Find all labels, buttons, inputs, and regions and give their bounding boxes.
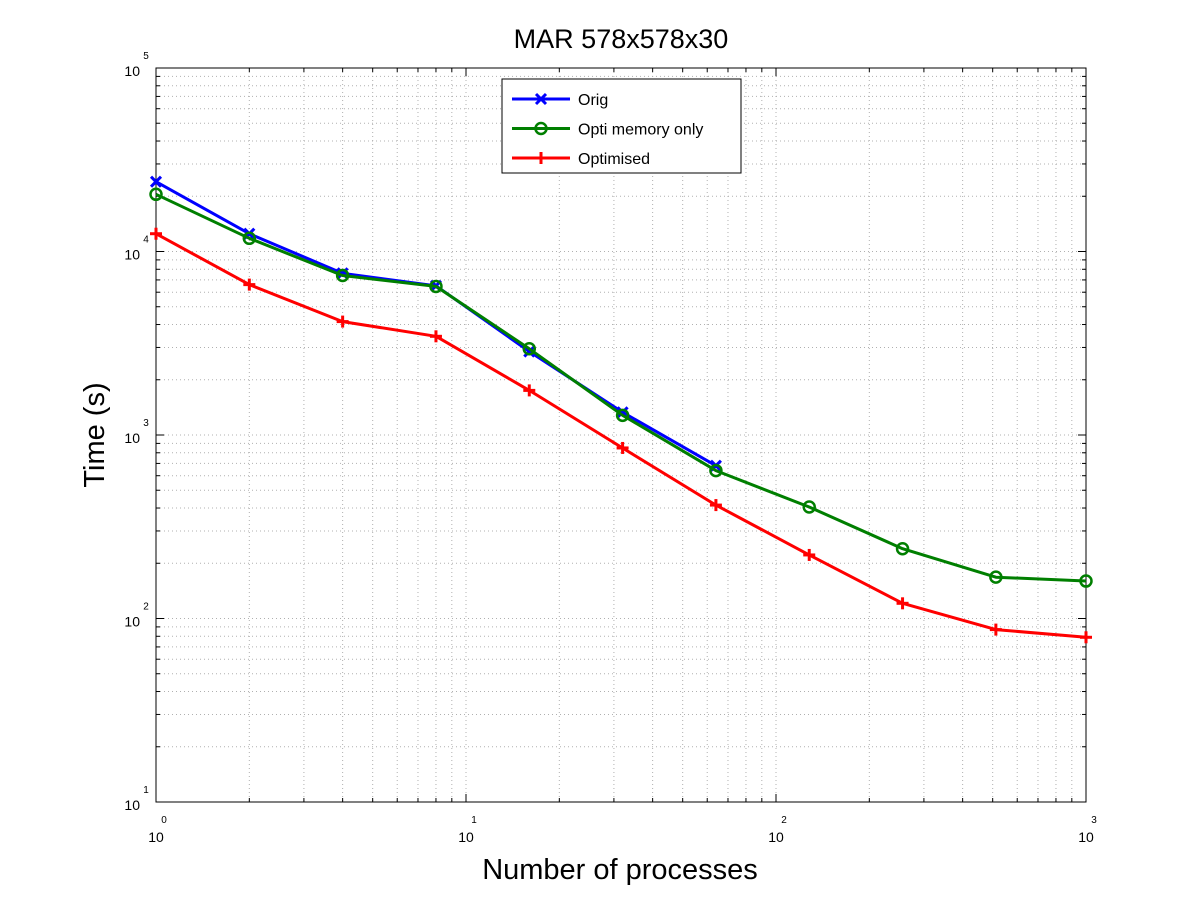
x-tick-exponent: 1: [471, 815, 477, 826]
data-point-opti-memory-only: [989, 570, 1003, 584]
y-tick-label: 101: [124, 785, 149, 813]
grid: [156, 68, 1086, 802]
data-point-opti-memory-only: [429, 279, 443, 294]
legend-item-optimised: Optimised: [512, 151, 650, 168]
x-axis-label: Number of processes: [482, 854, 758, 886]
x-tick-label: 102: [768, 815, 787, 845]
legend: Orig Opti memory only Optimised: [501, 78, 742, 174]
data-point-optimised: [150, 227, 162, 240]
data-point-optimised: [1080, 631, 1092, 644]
y-tick-base: 10: [124, 63, 140, 79]
chart-title: MAR 578x578x30: [514, 24, 729, 54]
data-point-opti-memory-only: [802, 500, 816, 514]
legend-label-orig: Orig: [578, 92, 608, 109]
x-tick-base: 10: [1078, 829, 1094, 845]
x-tick-exponent: 2: [781, 815, 787, 826]
data-point-opti-memory-only: [149, 187, 163, 202]
data-point-optimised: [616, 441, 629, 454]
legend-item-orig: Orig: [512, 92, 608, 109]
y-tick-base: 10: [124, 797, 140, 813]
y-tick-base: 10: [124, 430, 140, 446]
legend-item-opti-memory-only: Opti memory only: [512, 122, 703, 139]
x-tick-label: 101: [458, 815, 477, 845]
data-point-orig-stroke: [616, 406, 629, 419]
series-optimised: [150, 227, 1092, 644]
data-point-optimised: [896, 597, 909, 610]
x-tick-base: 10: [768, 829, 784, 845]
x-tick-label: 103: [1078, 815, 1097, 845]
series-line-opti-memory-only: [155, 192, 1087, 583]
data-point-orig-stroke: [149, 175, 163, 188]
x-tick-exponent: 0: [161, 815, 167, 826]
data-point-optimised: [989, 623, 1002, 636]
series-opti-memory-only: [149, 187, 1093, 588]
data-point-opti-memory-only: [1079, 574, 1093, 588]
x-tick-exponent: 3: [1091, 815, 1097, 826]
data-point-orig: [149, 175, 163, 188]
legend-marker-opti-memory-only: [534, 121, 548, 136]
data-point-opti-memory-only: [522, 342, 537, 356]
data-point-opti-memory-only: [615, 408, 630, 423]
data-point-optimised: [243, 278, 256, 291]
y-tick-exponent: 3: [143, 418, 149, 429]
y-tick-label: 103: [124, 418, 149, 446]
data-point-opti-memory-only: [242, 231, 257, 246]
y-tick-exponent: 4: [143, 235, 149, 246]
legend-marker-orig: [534, 92, 548, 106]
x-tick-label: 100: [148, 815, 167, 845]
legend-marker-optimised: [535, 152, 547, 164]
y-tick-base: 10: [124, 614, 140, 630]
x-tick-base: 10: [458, 829, 474, 845]
legend-label-optimised: Optimised: [578, 151, 650, 168]
data-point-optimised: [803, 548, 816, 561]
y-tick-label: 104: [124, 235, 149, 263]
data-point-optimised: [709, 499, 722, 512]
y-tick-exponent: 1: [143, 785, 149, 796]
y-tick-base: 10: [124, 247, 140, 263]
data-point-opti-memory-only: [895, 541, 910, 556]
data-point-optimised: [429, 330, 442, 343]
y-tick-exponent: 2: [143, 602, 149, 613]
legend-marker-orig-stroke: [534, 92, 548, 106]
y-tick-label: 105: [124, 51, 149, 79]
y-axis-label: Time (s): [79, 382, 111, 487]
data-point-optimised: [336, 315, 349, 328]
data-point-opti-memory-only: [709, 463, 723, 478]
data-point-opti-memory-only: [335, 268, 350, 283]
data-point-orig-stroke: [523, 345, 536, 358]
data-point-optimised: [523, 384, 536, 397]
y-tick-label: 102: [124, 602, 149, 630]
legend-label-opti-memory-only: Opti memory only: [578, 122, 703, 139]
series-group: [149, 175, 1093, 644]
y-tick-exponent: 5: [143, 51, 149, 62]
x-tick-base: 10: [148, 829, 164, 845]
